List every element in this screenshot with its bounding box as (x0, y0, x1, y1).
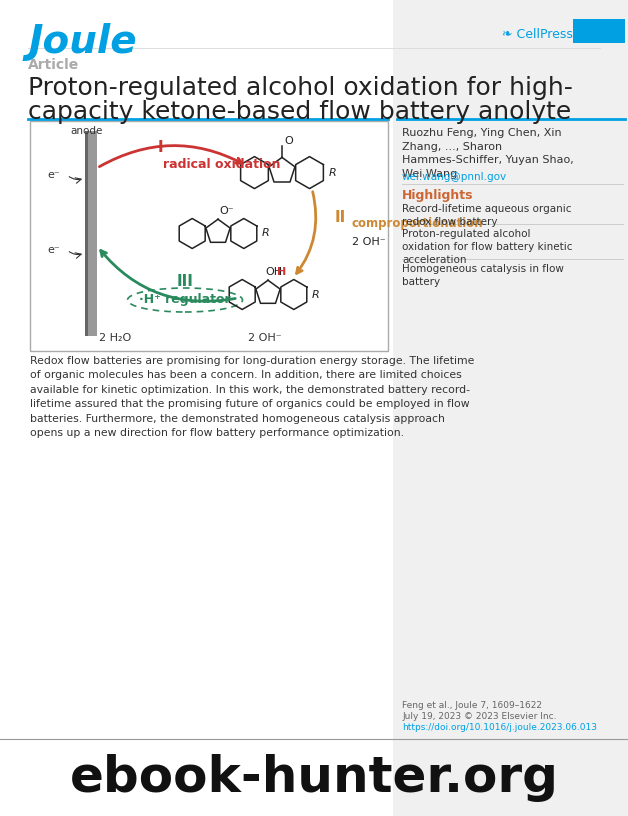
Text: ❧ CellPress: ❧ CellPress (502, 28, 573, 41)
Text: comproportionation: comproportionation (352, 218, 484, 230)
Text: Article: Article (28, 58, 79, 72)
Text: R: R (262, 228, 269, 238)
Text: Redox flow batteries are promising for long-duration energy storage. The lifetim: Redox flow batteries are promising for l… (30, 356, 474, 438)
Text: ·H⁺ regulator: ·H⁺ regulator (139, 294, 231, 307)
Text: 2 OH⁻: 2 OH⁻ (352, 237, 386, 247)
Text: I: I (157, 140, 163, 156)
Text: capacity ketone-based flow battery anolyte: capacity ketone-based flow battery anoly… (28, 100, 571, 124)
Text: II: II (334, 211, 345, 225)
Text: e⁻: e⁻ (47, 170, 60, 180)
Text: 2 H₂O: 2 H₂O (99, 333, 131, 343)
Text: Ruozhu Feng, Ying Chen, Xin
Zhang, ..., Sharon
Hammes-Schiffer, Yuyan Shao,
Wei : Ruozhu Feng, Ying Chen, Xin Zhang, ..., … (402, 128, 574, 179)
Text: Proton-regulated alcohol oxidation for high-: Proton-regulated alcohol oxidation for h… (28, 76, 573, 100)
Text: Record-lifetime aqueous organic
redox flow battery: Record-lifetime aqueous organic redox fl… (402, 204, 571, 227)
Text: H: H (277, 268, 286, 277)
Text: R: R (328, 167, 336, 178)
Bar (393, 0, 628, 816)
Bar (30, 121, 388, 351)
Text: radical oxidation: radical oxidation (163, 157, 281, 171)
Text: Homogeneous catalysis in flow
battery: Homogeneous catalysis in flow battery (402, 264, 564, 286)
Text: anode: anode (70, 126, 102, 136)
Text: wei.wang@pnnl.gov: wei.wang@pnnl.gov (402, 172, 507, 182)
Text: e⁻: e⁻ (47, 245, 60, 255)
Text: O⁻: O⁻ (219, 206, 234, 216)
Text: July 19, 2023 © 2023 Elsevier Inc.: July 19, 2023 © 2023 Elsevier Inc. (402, 712, 556, 721)
Text: OH: OH (265, 268, 282, 277)
Text: R: R (311, 290, 320, 299)
Text: https://doi.org/10.1016/j.joule.2023.06.013: https://doi.org/10.1016/j.joule.2023.06.… (402, 723, 597, 732)
Text: Joule: Joule (28, 23, 137, 61)
Text: O: O (284, 136, 293, 146)
Bar (573, 19, 625, 43)
Text: III: III (176, 273, 193, 289)
Text: Feng et al., Joule 7, 1609–1622: Feng et al., Joule 7, 1609–1622 (402, 701, 542, 710)
Text: Proton-regulated alcohol
oxidation for flow battery kinetic
acceleration: Proton-regulated alcohol oxidation for f… (402, 229, 573, 264)
Bar (85, 131, 88, 336)
Bar (85, 131, 97, 336)
Text: ebook-hunter.org: ebook-hunter.org (70, 754, 558, 802)
Text: 2 OH⁻: 2 OH⁻ (248, 333, 282, 343)
Text: Highlights: Highlights (402, 189, 474, 202)
